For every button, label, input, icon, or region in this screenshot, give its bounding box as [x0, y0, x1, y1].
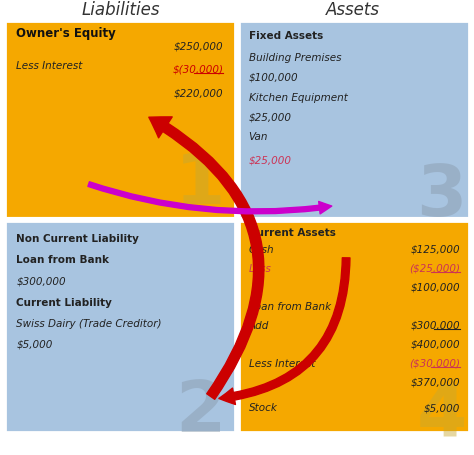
Text: Swiss Dairy (Trade Creditor): Swiss Dairy (Trade Creditor): [16, 318, 162, 328]
Text: Building Premises: Building Premises: [248, 53, 341, 63]
Text: $25,000: $25,000: [248, 112, 292, 122]
Text: $5,000: $5,000: [424, 402, 460, 412]
Text: 1: 1: [175, 150, 225, 218]
Text: ($25,000): ($25,000): [409, 263, 460, 273]
Text: $100,000: $100,000: [248, 73, 298, 83]
Text: $300,000: $300,000: [16, 276, 66, 286]
Text: Current Assets: Current Assets: [248, 228, 336, 238]
Text: Less: Less: [248, 263, 272, 273]
Text: 2: 2: [175, 377, 225, 446]
Text: Current Liability: Current Liability: [16, 297, 112, 307]
Text: Less Interest: Less Interest: [16, 61, 82, 71]
Text: Kitchen Equipment: Kitchen Equipment: [248, 92, 347, 102]
Text: $400,000: $400,000: [410, 339, 460, 349]
Text: $300,000: $300,000: [410, 320, 460, 330]
Bar: [5, 22, 235, 220]
Text: Non Current Liability: Non Current Liability: [16, 234, 139, 244]
Text: 4: 4: [417, 381, 467, 450]
FancyArrowPatch shape: [149, 117, 264, 399]
FancyArrowPatch shape: [88, 182, 332, 214]
Text: ($30,000): ($30,000): [409, 358, 460, 368]
Text: Loan from Bank: Loan from Bank: [248, 301, 331, 311]
Text: Cash: Cash: [248, 244, 274, 254]
Bar: [239, 22, 469, 220]
Text: $370,000: $370,000: [410, 377, 460, 387]
Text: Assets: Assets: [326, 1, 380, 19]
FancyArrowPatch shape: [219, 258, 350, 404]
Text: Loan from Bank: Loan from Bank: [16, 255, 109, 265]
Text: $(30,000): $(30,000): [172, 65, 223, 75]
Text: Add: Add: [248, 320, 269, 330]
Text: 3: 3: [417, 162, 467, 230]
Text: $25,000: $25,000: [248, 156, 292, 166]
Text: $100,000: $100,000: [410, 282, 460, 292]
Bar: [239, 222, 469, 433]
Text: Liabilities: Liabilities: [82, 1, 160, 19]
Text: Less Interest: Less Interest: [248, 358, 315, 368]
Text: $125,000: $125,000: [410, 244, 460, 254]
Text: $220,000: $220,000: [173, 88, 223, 98]
Text: Owner's Equity: Owner's Equity: [16, 27, 116, 40]
Bar: [5, 222, 235, 433]
Text: Van: Van: [248, 132, 268, 142]
Text: $5,000: $5,000: [16, 339, 53, 349]
Text: Stock: Stock: [248, 402, 277, 412]
Text: $250,000: $250,000: [173, 41, 223, 51]
Text: Fixed Assets: Fixed Assets: [248, 31, 323, 41]
